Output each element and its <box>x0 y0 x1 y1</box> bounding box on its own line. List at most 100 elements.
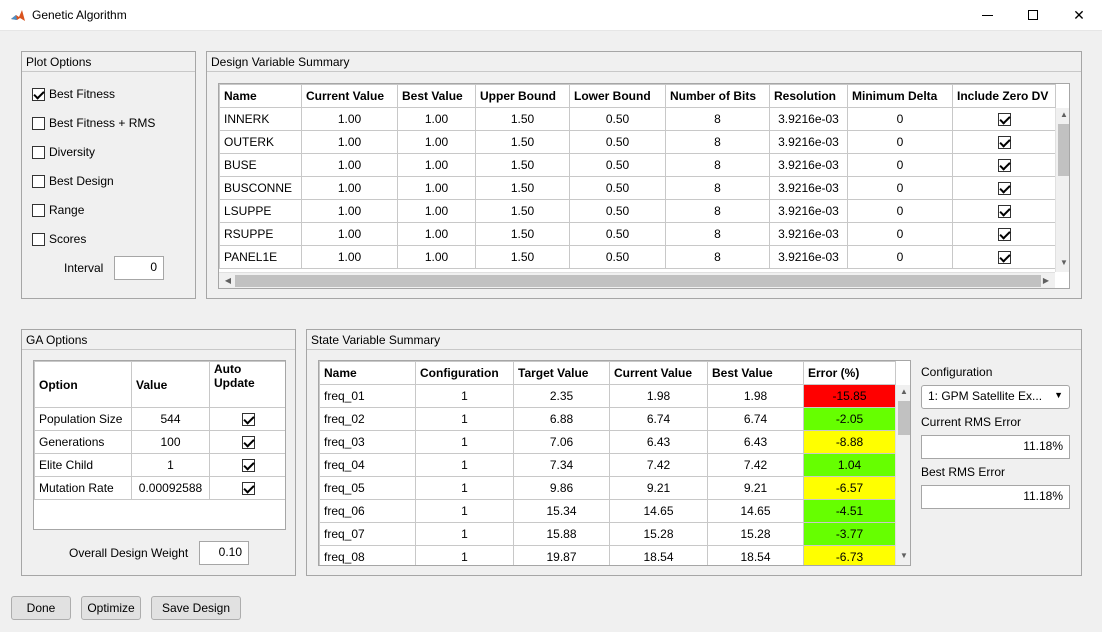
table-cell[interactable]: 7.06 <box>513 430 610 454</box>
table-cell[interactable]: 1 <box>415 499 514 523</box>
table-cell[interactable]: 3.9216e-03 <box>769 245 848 269</box>
error-cell[interactable]: 1.04 <box>803 453 896 477</box>
table-cell[interactable]: 1.00 <box>301 222 398 246</box>
state-column-header[interactable]: Target Value <box>513 361 610 385</box>
error-cell[interactable]: -8.88 <box>803 430 896 454</box>
table-cell[interactable]: 8 <box>665 245 770 269</box>
table-cell[interactable]: Mutation Rate <box>34 476 132 500</box>
table-cell[interactable]: 1 <box>415 430 514 454</box>
ga-column-header[interactable]: Auto Update <box>209 361 285 408</box>
table-cell[interactable]: 1.50 <box>475 130 570 154</box>
table-cell[interactable]: BUSCONNE <box>219 176 302 200</box>
table-cell[interactable]: 1 <box>415 407 514 431</box>
table-cell[interactable]: 18.54 <box>707 545 804 565</box>
table-cell[interactable]: 7.42 <box>609 453 708 477</box>
table-cell[interactable]: 14.65 <box>707 499 804 523</box>
table-cell[interactable]: freq_06 <box>319 499 416 523</box>
plot-option-1[interactable]: Best Fitness + RMS <box>32 115 155 131</box>
table-cell[interactable]: freq_07 <box>319 522 416 546</box>
table-cell[interactable]: 0.00092588 <box>131 476 210 500</box>
design-column-header[interactable]: Best Value <box>397 84 476 108</box>
design-horizontal-scrollbar[interactable]: ◀ ▶ <box>219 272 1055 288</box>
table-cell[interactable]: 9.21 <box>707 476 804 500</box>
plot-option-checkbox[interactable] <box>32 174 45 188</box>
design-vertical-scrollbar[interactable]: ▲ ▼ <box>1055 108 1069 272</box>
state-column-header[interactable]: Name <box>319 361 416 385</box>
minimize-button[interactable] <box>964 0 1010 31</box>
table-cell[interactable]: 2.35 <box>513 384 610 408</box>
table-cell[interactable]: 1.98 <box>707 384 804 408</box>
table-cell[interactable]: 0 <box>847 153 953 177</box>
state-vscroll-thumb[interactable] <box>898 401 910 435</box>
table-cell[interactable]: 3.9216e-03 <box>769 130 848 154</box>
auto-update-checkbox[interactable] <box>242 413 255 427</box>
table-cell[interactable]: 1.50 <box>475 153 570 177</box>
include-zero-cell[interactable] <box>952 176 1056 200</box>
include-zero-checkbox[interactable] <box>997 136 1011 150</box>
table-cell[interactable]: 6.43 <box>609 430 708 454</box>
table-cell[interactable]: 6.43 <box>707 430 804 454</box>
table-cell[interactable]: 1.00 <box>397 153 476 177</box>
table-cell[interactable]: 1.00 <box>301 245 398 269</box>
table-cell[interactable]: 15.28 <box>707 522 804 546</box>
plot-option-0[interactable]: Best Fitness <box>32 86 115 102</box>
scroll-left-icon[interactable]: ◀ <box>224 276 232 285</box>
table-cell[interactable]: 0.50 <box>569 176 666 200</box>
error-cell[interactable]: -6.57 <box>803 476 896 500</box>
table-cell[interactable]: 544 <box>131 407 210 431</box>
table-cell[interactable]: 1.00 <box>301 176 398 200</box>
table-cell[interactable]: OUTERK <box>219 130 302 154</box>
table-cell[interactable]: 1.00 <box>397 199 476 223</box>
state-column-header[interactable]: Best Value <box>707 361 804 385</box>
include-zero-checkbox[interactable] <box>997 251 1011 265</box>
include-zero-cell[interactable] <box>952 245 1056 269</box>
error-cell[interactable]: -3.77 <box>803 522 896 546</box>
table-cell[interactable]: 1.00 <box>301 199 398 223</box>
auto-update-checkbox[interactable] <box>242 436 255 450</box>
ga-column-header[interactable]: Option <box>34 361 132 408</box>
table-cell[interactable]: freq_04 <box>319 453 416 477</box>
table-cell[interactable]: 18.54 <box>609 545 708 565</box>
table-cell[interactable]: 8 <box>665 107 770 131</box>
maximize-button[interactable] <box>1010 0 1056 31</box>
scroll-down-icon[interactable]: ▼ <box>1060 258 1068 267</box>
plot-option-checkbox[interactable] <box>32 116 45 130</box>
table-cell[interactable]: 8 <box>665 130 770 154</box>
auto-update-cell[interactable] <box>209 476 285 500</box>
include-zero-checkbox[interactable] <box>997 205 1011 219</box>
include-zero-cell[interactable] <box>952 199 1056 223</box>
table-cell[interactable]: 19.87 <box>513 545 610 565</box>
scroll-up-icon[interactable]: ▲ <box>1060 110 1068 119</box>
table-cell[interactable]: 0.50 <box>569 153 666 177</box>
table-cell[interactable]: 0 <box>847 199 953 223</box>
table-cell[interactable]: 1 <box>415 545 514 565</box>
table-cell[interactable]: 6.88 <box>513 407 610 431</box>
table-cell[interactable]: 3.9216e-03 <box>769 176 848 200</box>
table-cell[interactable]: 1.00 <box>397 222 476 246</box>
save-design-button[interactable]: Save Design <box>151 596 241 620</box>
plot-option-4[interactable]: Range <box>32 202 84 218</box>
table-cell[interactable]: 0.50 <box>569 222 666 246</box>
table-cell[interactable]: Population Size <box>34 407 132 431</box>
include-zero-cell[interactable] <box>952 130 1056 154</box>
table-cell[interactable]: 9.86 <box>513 476 610 500</box>
table-cell[interactable]: 15.28 <box>609 522 708 546</box>
table-cell[interactable]: 6.74 <box>609 407 708 431</box>
auto-update-checkbox[interactable] <box>242 482 255 496</box>
table-cell[interactable]: 14.65 <box>609 499 708 523</box>
table-cell[interactable]: 8 <box>665 222 770 246</box>
scroll-up-icon[interactable]: ▲ <box>900 387 908 396</box>
table-cell[interactable]: 1.00 <box>397 176 476 200</box>
plot-option-2[interactable]: Diversity <box>32 144 95 160</box>
table-cell[interactable]: 0 <box>847 130 953 154</box>
design-column-header[interactable]: Current Value <box>301 84 398 108</box>
design-column-header[interactable]: Upper Bound <box>475 84 570 108</box>
table-cell[interactable]: LSUPPE <box>219 199 302 223</box>
auto-update-cell[interactable] <box>209 430 285 454</box>
design-hscroll-thumb[interactable] <box>235 275 1041 287</box>
plot-option-checkbox[interactable] <box>32 87 45 101</box>
table-cell[interactable]: 9.21 <box>609 476 708 500</box>
table-cell[interactable]: freq_05 <box>319 476 416 500</box>
table-cell[interactable]: 1.00 <box>301 153 398 177</box>
table-cell[interactable]: 0.50 <box>569 107 666 131</box>
